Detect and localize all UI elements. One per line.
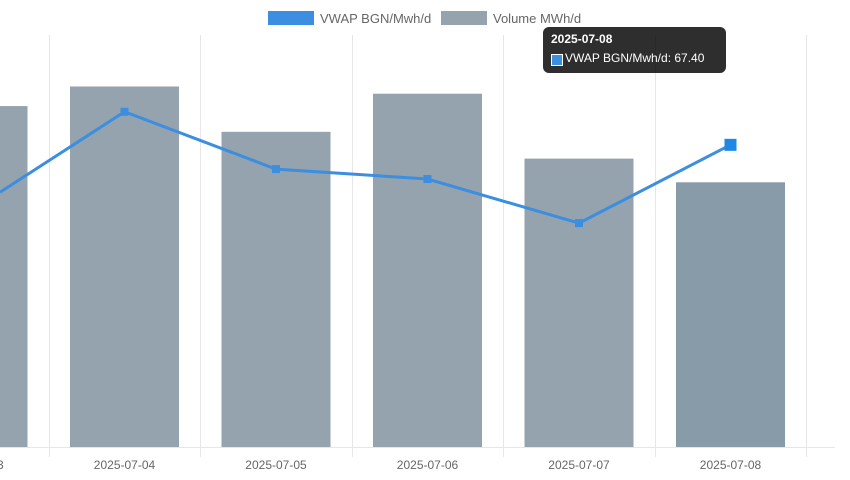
grid bbox=[0, 35, 835, 457]
vwap-point bbox=[272, 165, 280, 174]
x-tick-label: 2025-07-05 bbox=[245, 458, 307, 472]
x-tick-label: 2025-07-04 bbox=[94, 458, 156, 472]
legend: VWAP BGN/Mwh/d Volume MWh/d bbox=[0, 8, 850, 28]
tooltip-swatch bbox=[551, 54, 563, 66]
vwap-line bbox=[0, 107, 737, 228]
volume-bar bbox=[524, 158, 634, 447]
x-axis: 2025-07-03 2025-07-04 2025-07-05 2025-07-06… bbox=[0, 458, 762, 472]
legend-item-volume[interactable]: Volume MWh/d bbox=[441, 8, 581, 28]
volume-bars bbox=[0, 86, 785, 448]
vwap-series-line bbox=[0, 110, 732, 225]
tooltip: 2025-07-08 VWAP BGN/Mwh/d: 67.40 bbox=[543, 27, 726, 73]
x-tick-label: 2025-07-08 bbox=[700, 458, 762, 472]
legend-swatch-volume bbox=[441, 11, 487, 25]
vwap-point bbox=[120, 107, 129, 116]
volume-bar bbox=[373, 93, 482, 448]
x-tick-label: 2025-07-03 bbox=[0, 458, 4, 472]
legend-label-vwap: VWAP BGN/Mwh/d bbox=[320, 10, 432, 26]
vwap-point bbox=[423, 175, 432, 184]
legend-swatch-vwap bbox=[268, 11, 314, 25]
vwap-point-active bbox=[724, 138, 737, 151]
volume-bar bbox=[0, 106, 28, 447]
vwap-point bbox=[575, 219, 583, 228]
tooltip-body: VWAP BGN/Mwh/d: 67.40 bbox=[565, 51, 705, 65]
legend-item-vwap[interactable]: VWAP BGN/Mwh/d bbox=[268, 8, 431, 28]
x-tick-label: 2025-07-06 bbox=[397, 458, 459, 472]
volume-bar bbox=[221, 131, 331, 447]
legend-label-volume: Volume MWh/d bbox=[493, 10, 582, 26]
volume-bar bbox=[70, 86, 179, 447]
volume-bar bbox=[676, 182, 785, 448]
tooltip-title: 2025-07-08 bbox=[551, 32, 613, 46]
x-tick-label: 2025-07-07 bbox=[548, 458, 610, 472]
